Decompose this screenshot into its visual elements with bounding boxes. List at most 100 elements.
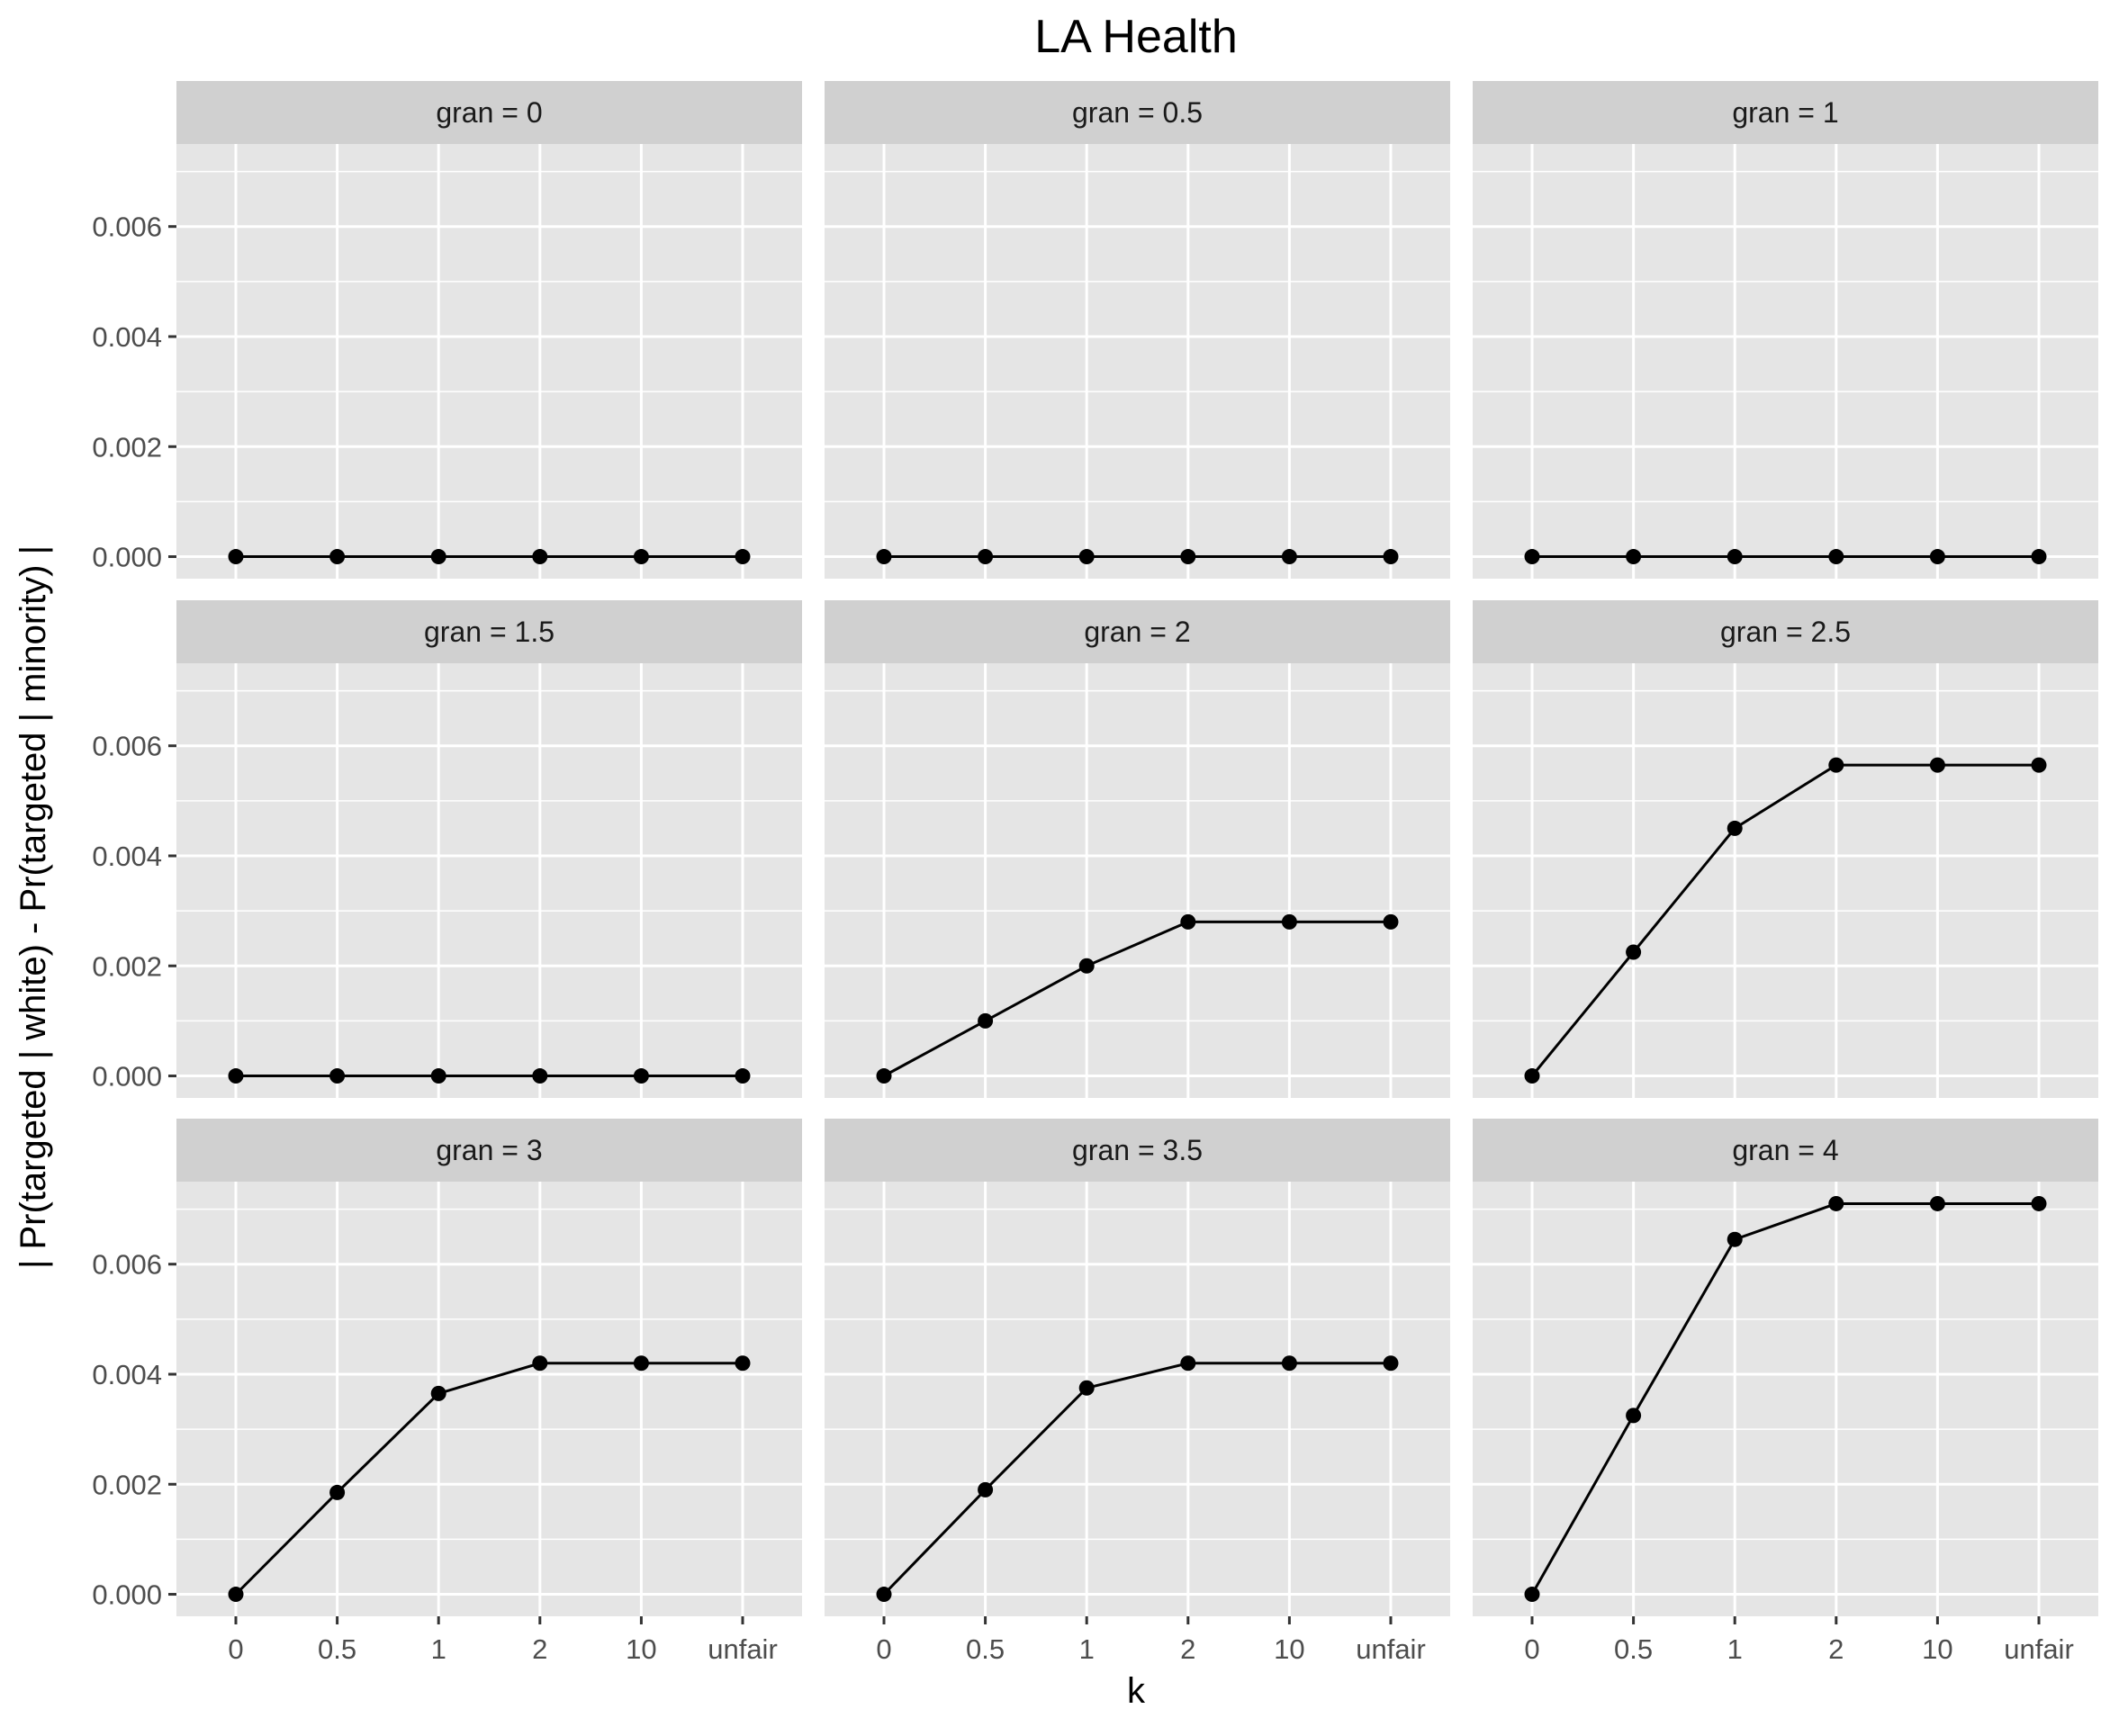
- data-point: [2031, 1195, 2047, 1211]
- data-point: [1180, 549, 1196, 565]
- facet-strip-label: gran = 2.5: [1720, 616, 1851, 648]
- facet-strip: [1473, 600, 2098, 663]
- series-line: [882, 1362, 1391, 1596]
- panel-background: [176, 663, 802, 1098]
- data-point: [228, 1068, 244, 1084]
- data-point: [735, 1355, 751, 1372]
- facet-strip-label: gran = 3: [436, 1134, 542, 1166]
- panel-background: [825, 144, 1450, 579]
- facet-strip-label: gran = 3.5: [1072, 1134, 1203, 1166]
- x-tick-label: 1: [1727, 1633, 1743, 1665]
- y-tick-label: 0.000: [92, 1579, 162, 1611]
- data-point: [1828, 549, 1844, 565]
- x-tick-label: 10: [1274, 1633, 1304, 1665]
- facet-strip: [825, 81, 1450, 144]
- data-point: [1281, 913, 1297, 930]
- data-point: [228, 1587, 244, 1603]
- facet-strip: [1473, 81, 2098, 144]
- x-tick-label: 2: [532, 1633, 547, 1665]
- data-point: [329, 1484, 346, 1500]
- facet-strip: [176, 81, 802, 144]
- data-point: [329, 549, 346, 565]
- data-point: [2031, 549, 2047, 565]
- data-point: [876, 1068, 892, 1084]
- data-point: [1626, 1408, 1642, 1424]
- y-tick-label: 0.002: [92, 1469, 162, 1500]
- facet-panel: gran = 0.5: [825, 81, 1450, 579]
- data-point: [1383, 1355, 1399, 1372]
- data-point: [978, 1012, 994, 1029]
- x-tick-label: 0.5: [966, 1633, 1005, 1665]
- data-point: [735, 1068, 751, 1084]
- data-point: [633, 1355, 649, 1372]
- data-point: [876, 549, 892, 565]
- facet-strip: [176, 600, 802, 663]
- data-point: [978, 1481, 994, 1498]
- x-tick-label: unfair: [2004, 1633, 2074, 1665]
- data-point: [1281, 549, 1297, 565]
- data-point: [1727, 1231, 1743, 1247]
- panel-background: [176, 144, 802, 579]
- data-point: [1383, 549, 1399, 565]
- x-tick-label: 0: [228, 1633, 243, 1665]
- x-tick-label: unfair: [1356, 1633, 1426, 1665]
- data-point: [532, 1355, 548, 1372]
- panel-background: [1473, 144, 2098, 579]
- data-point: [430, 1385, 446, 1401]
- facet-strip-label: gran = 1.5: [424, 616, 555, 648]
- data-point: [633, 1068, 649, 1084]
- facet-panel: gran = 2: [825, 600, 1450, 1098]
- panel-background: [1473, 663, 2098, 1098]
- x-tick-label: 0: [876, 1633, 891, 1665]
- data-point: [1078, 1380, 1095, 1396]
- data-point: [1929, 1195, 1945, 1211]
- y-tick-label: 0.004: [92, 841, 162, 872]
- data-point: [978, 549, 994, 565]
- data-point: [1828, 757, 1844, 773]
- panel-background: [825, 663, 1450, 1098]
- facet-strip-label: gran = 4: [1732, 1134, 1838, 1166]
- y-tick-label: 0.006: [92, 731, 162, 762]
- x-tick-label: 1: [431, 1633, 446, 1665]
- data-point: [1626, 944, 1642, 960]
- data-point: [633, 549, 649, 565]
- facet-panels: gran = 0 0.000 0.002 0.004 0.006 gran = 0.5 gr…: [92, 81, 2098, 1665]
- data-point: [532, 549, 548, 565]
- y-tick-label: 0.006: [92, 1249, 162, 1281]
- data-point: [1929, 757, 1945, 773]
- facet-panel: gran = 2.5: [1473, 600, 2098, 1098]
- y-tick-label: 0.002: [92, 431, 162, 463]
- x-tick-label: 0: [1524, 1633, 1539, 1665]
- x-axis-title: k: [1127, 1671, 1146, 1711]
- facet-panel: gran = 1: [1473, 81, 2098, 579]
- y-axis-title: | Pr(targeted | white) - Pr(targeted | m…: [14, 545, 53, 1269]
- x-tick-label: 2: [1180, 1633, 1195, 1665]
- data-point: [1180, 913, 1196, 930]
- y-tick-label: 0.000: [92, 542, 162, 573]
- x-tick-label: 0.5: [1614, 1633, 1653, 1665]
- x-tick-label: unfair: [708, 1633, 778, 1665]
- data-point: [735, 549, 751, 565]
- y-tick-label: 0.004: [92, 1359, 162, 1390]
- y-tick-label: 0.002: [92, 950, 162, 982]
- x-tick-label: 10: [626, 1633, 656, 1665]
- facet-strip-label: gran = 2: [1084, 616, 1190, 648]
- facet-strip: [176, 1119, 802, 1182]
- panel-background: [176, 1182, 802, 1616]
- facet-panel: gran = 4 0 0.5 1 2 10 unfair: [1473, 1119, 2098, 1665]
- facet-strip-label: gran = 1: [1732, 96, 1838, 129]
- series-line: [1530, 763, 2039, 1077]
- data-point: [228, 549, 244, 565]
- data-point: [2031, 757, 2047, 773]
- data-point: [876, 1587, 892, 1603]
- x-tick-label: 1: [1079, 1633, 1095, 1665]
- facet-panel: gran = 3.5 0 0.5 1 2 10 unfair: [825, 1119, 1450, 1665]
- data-point: [1929, 549, 1945, 565]
- panel-background: [825, 1182, 1450, 1616]
- data-point: [329, 1068, 346, 1084]
- facet-panel: gran = 3 0.000 0.002 0.004 0.006 0 0.5 1 2 10 unfa…: [92, 1119, 802, 1665]
- data-point: [1524, 549, 1540, 565]
- data-point: [1828, 1195, 1844, 1211]
- facet-panel: gran = 0 0.000 0.002 0.004 0.006: [92, 81, 802, 579]
